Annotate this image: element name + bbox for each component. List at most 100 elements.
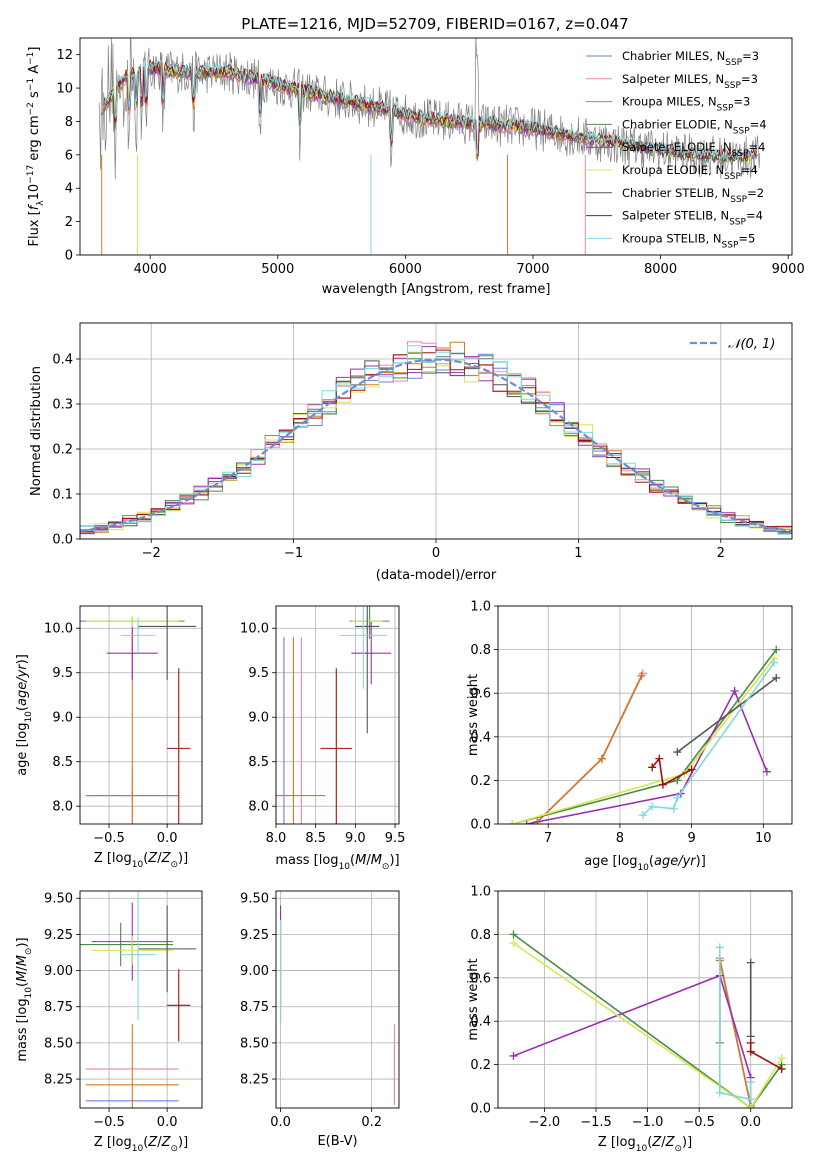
x-tick-label: −2 [142, 546, 161, 561]
x-axis-label-part: 10 [132, 860, 144, 870]
y-tick-label: 0.6 [470, 687, 491, 702]
x-axis-label-part: 10 [636, 1144, 648, 1154]
y-axis-label-part: λ [36, 200, 46, 206]
series-line [512, 657, 775, 824]
x-axis-label-part: / [157, 851, 162, 866]
x-axis-label-part: )] [178, 1135, 188, 1150]
errorbar-chabrier-stelib [138, 606, 197, 680]
x-tick-label: 9.5 [385, 831, 406, 846]
x-tick-label: 8000 [644, 262, 677, 277]
x-tick-label: 0.2 [361, 1115, 382, 1130]
legend-entry-part: Salpeter ELODIE, N [622, 140, 732, 154]
legend-entry-part: SSP [733, 126, 750, 136]
x-axis-label-part: ( [143, 851, 148, 866]
x-axis-label-part: )] [178, 851, 188, 866]
axes-frame [79, 322, 793, 540]
x-axis-label: age [log10(age/yr)] [584, 854, 706, 873]
y-axis-label-part: ( [15, 982, 30, 987]
x-axis-label: Z [log10(Z/Z⊙)] [94, 1135, 188, 1154]
y-axis-label-part: A [27, 65, 42, 78]
x-tick-label: 7 [544, 831, 552, 846]
legend-entry-part: =2 [747, 186, 764, 200]
series-marker [669, 804, 678, 813]
x-axis-label-part: 10 [637, 863, 649, 873]
errorbar-kroupa-miles [276, 637, 326, 824]
histogram-salpeter-stelib [80, 349, 792, 529]
y-axis-label-part: age [log [15, 723, 30, 776]
y-tick-label: 0.2 [470, 774, 491, 789]
x-axis-label-part: )] [389, 853, 399, 868]
x-tick-label: −1 [284, 546, 303, 561]
y-axis-label-part: mass [log [15, 998, 30, 1061]
x-axis-label: (data-model)/error [376, 568, 497, 583]
y-axis-label-part: −1 [26, 78, 36, 91]
series-kroupa-stelib [715, 943, 755, 1104]
x-axis-label: Z [log10(Z/Z⊙)] [598, 1135, 692, 1154]
x-axis-label-part: mass [log [275, 853, 338, 868]
y-axis-label-part: −2 [26, 102, 36, 115]
model-line-kroupa-stelib [104, 59, 757, 162]
x-tick-label: 8 [616, 831, 624, 846]
axes-frame [275, 890, 400, 1109]
errorbar-kroupa-elodie [91, 935, 173, 965]
x-axis-label-part: M [355, 853, 366, 868]
errorbar-kroupa-stelib [120, 891, 156, 1020]
x-tick-label: 10 [755, 831, 772, 846]
series-marker [673, 748, 682, 757]
x-axis-label-part: ⊙ [170, 860, 178, 870]
legend-entry-part: SSP [724, 172, 741, 182]
series-line [719, 947, 752, 1101]
legend-entry-part: =5 [738, 231, 755, 245]
legend-entry-part: SSP [730, 195, 747, 205]
series-marker [772, 645, 781, 654]
x-tick-label: 8.5 [305, 831, 326, 846]
series-kroupa-miles [533, 671, 646, 824]
series-marker [777, 1054, 786, 1063]
x-axis-label-part: age/yr [654, 854, 697, 869]
legend-entry-part: Kroupa ELODIE, N [622, 163, 724, 177]
x-axis-label-part: age [log [584, 854, 637, 869]
x-tick-label: 6000 [389, 262, 422, 277]
axes-mass_vs_ebv: 0.0 0.2 8.25 8.50 8.75 9.00 9.25 9.50 E(B-V) [240, 890, 400, 1149]
x-tick-label: 1 [574, 546, 582, 561]
y-tick-label: 0 [65, 249, 73, 264]
y-tick-label: 10 [56, 82, 73, 97]
x-tick-label: 9000 [772, 262, 805, 277]
legend-entry: Salpeter ELODIE, NSSP=4 [622, 140, 765, 159]
y-tick-label: 8.75 [240, 1000, 269, 1015]
x-axis-label: wavelength [Angstrom, rest frame] [322, 282, 551, 297]
legend-entry-part: =4 [750, 117, 767, 131]
y-tick-label: 8.50 [240, 1036, 269, 1051]
y-tick-label: 0.2 [470, 1058, 491, 1073]
errorbar-salpeter-stelib [320, 668, 353, 824]
plot-area-mass_weight_vs_age [508, 645, 781, 824]
series-marker [730, 687, 739, 696]
series-marker [746, 958, 755, 967]
y-axis-label-part: f [27, 203, 42, 210]
series-marker [746, 1104, 755, 1108]
series-marker [746, 1038, 755, 1047]
axes-root: 4000 5000 6000 7000 8000 9000024681012wavelen… [15, 37, 805, 1154]
errorbar-kroupa-miles [85, 630, 179, 824]
y-tick-label: 0.2 [52, 443, 73, 458]
x-axis-label-part: ⊙ [382, 862, 390, 872]
x-axis-label-part: Z [161, 851, 172, 866]
legend-entry-part: SSP [717, 104, 734, 114]
legend-entry-part: Chabrier ELODIE, N [622, 117, 733, 131]
y-axis-label-part: age/yr [15, 663, 30, 706]
errorbar-salpeter-elodie [351, 622, 392, 685]
legend-entry-part: SSP [725, 58, 742, 68]
x-tick-label: −0.5 [93, 831, 125, 846]
series-marker [658, 780, 667, 789]
legend-entry: Salpeter STELIB, NSSP=4 [622, 209, 763, 228]
x-tick-label: −0.5 [683, 1115, 715, 1130]
legend-entry: Salpeter MILES, NSSP=3 [622, 72, 758, 91]
series-marker [715, 943, 724, 952]
legend-entry-part: SSP [724, 81, 741, 91]
axes-frame [79, 605, 203, 825]
plot-area-spectrum [98, 38, 761, 255]
series-kroupa-elodie [508, 654, 779, 824]
x-tick-label: 8.0 [266, 831, 287, 846]
y-tick-label: 0.8 [470, 928, 491, 943]
legend-entry: 𝒩(0, 1) [728, 337, 775, 352]
